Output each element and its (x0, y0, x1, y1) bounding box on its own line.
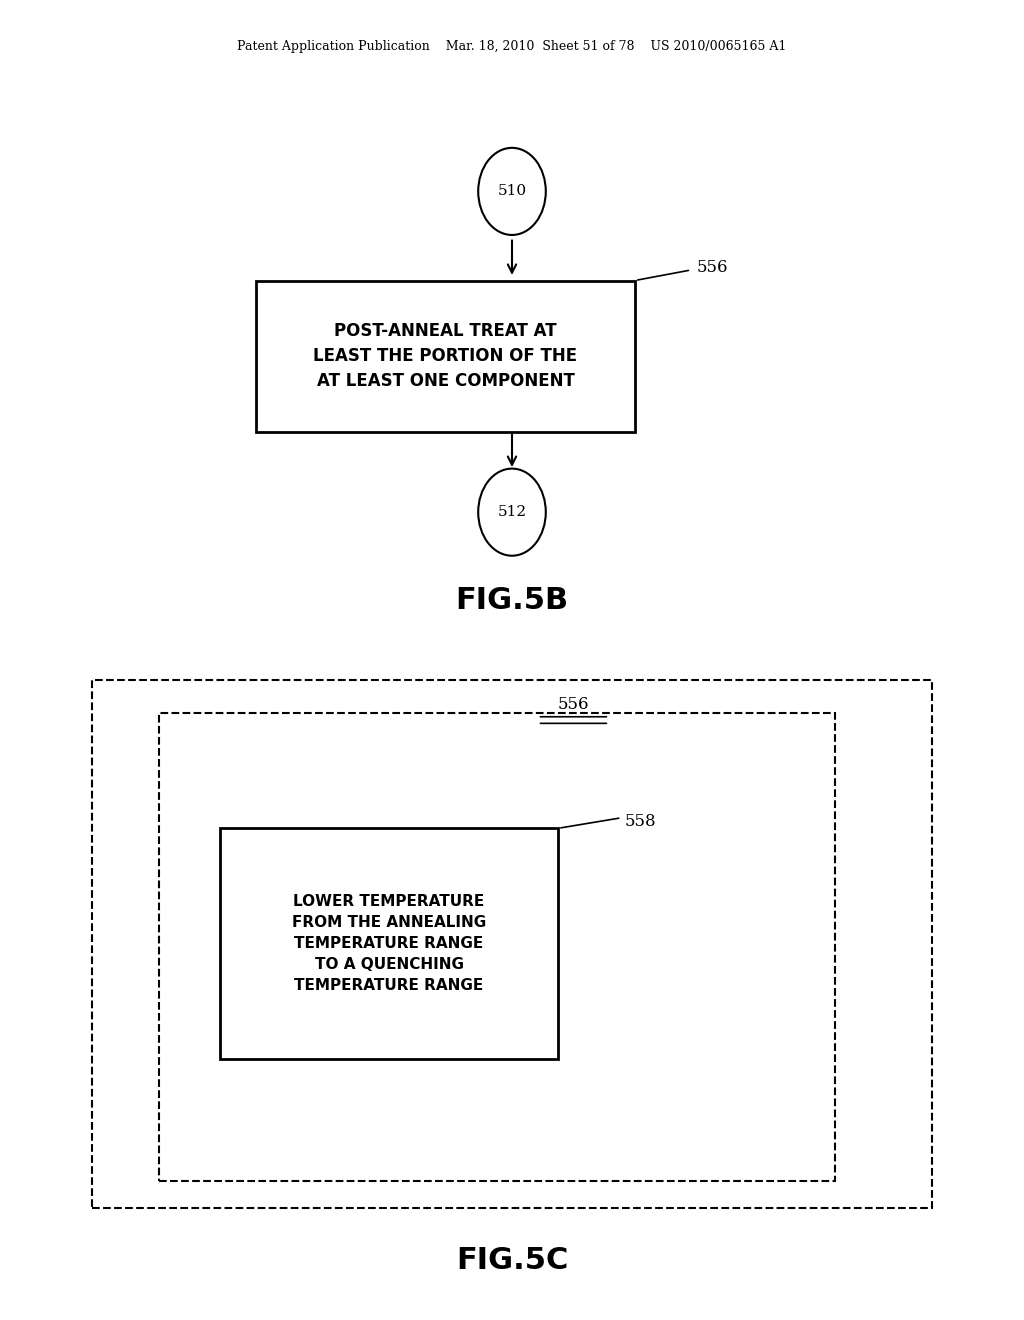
Circle shape (478, 148, 546, 235)
Text: 556: 556 (696, 259, 728, 276)
Text: 558: 558 (625, 813, 656, 830)
Text: 510: 510 (498, 185, 526, 198)
Text: 512: 512 (498, 506, 526, 519)
FancyBboxPatch shape (220, 829, 558, 1059)
Bar (92, 680, 932, 1208)
Text: LOWER TEMPERATURE
FROM THE ANNEALING
TEMPERATURE RANGE
TO A QUENCHING
TEMPERATUR: LOWER TEMPERATURE FROM THE ANNEALING TEM… (292, 895, 486, 993)
Text: Patent Application Publication    Mar. 18, 2010  Sheet 51 of 78    US 2010/00651: Patent Application Publication Mar. 18, … (238, 40, 786, 53)
Text: 556: 556 (558, 696, 589, 713)
Text: FIG.5B: FIG.5B (456, 586, 568, 615)
Circle shape (478, 469, 546, 556)
Bar (159, 713, 835, 1181)
Text: FIG.5C: FIG.5C (456, 1246, 568, 1275)
FancyBboxPatch shape (256, 281, 635, 433)
Text: POST-ANNEAL TREAT AT
LEAST THE PORTION OF THE
AT LEAST ONE COMPONENT: POST-ANNEAL TREAT AT LEAST THE PORTION O… (313, 322, 578, 391)
